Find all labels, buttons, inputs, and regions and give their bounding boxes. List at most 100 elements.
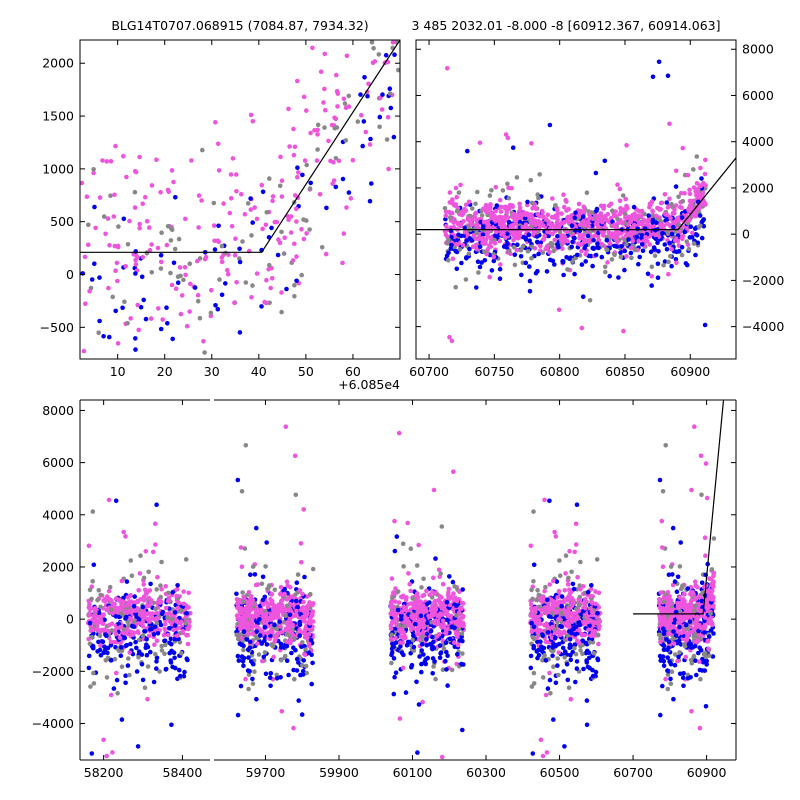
data-point [389, 652, 394, 658]
data-point [449, 242, 454, 248]
data-point [531, 681, 537, 686]
data-point [501, 222, 506, 228]
data-point [581, 666, 586, 672]
x-tick-label: 60900 [670, 364, 710, 379]
data-point [199, 198, 204, 203]
data-point [174, 633, 180, 639]
data-point [613, 235, 619, 241]
data-point [515, 242, 520, 247]
data-point [584, 698, 590, 703]
data-point [534, 605, 539, 611]
data-point [107, 334, 112, 340]
data-point [552, 203, 558, 208]
data-point [237, 259, 243, 265]
data-point [446, 237, 451, 243]
data-point [249, 653, 255, 658]
data-point [542, 233, 547, 239]
data-point [197, 315, 203, 321]
data-point [692, 226, 698, 231]
data-point [545, 597, 550, 602]
data-point [158, 583, 163, 588]
data-point [536, 195, 541, 201]
data-point [670, 582, 676, 588]
data-point [246, 686, 251, 692]
data-point [526, 232, 532, 237]
data-point [569, 619, 575, 624]
data-point [270, 606, 276, 611]
data-point [344, 53, 350, 59]
data-point [444, 649, 449, 655]
data-point [517, 201, 522, 207]
data-point [341, 96, 347, 102]
data-point [165, 615, 170, 620]
data-point [519, 272, 524, 278]
data-point [302, 574, 307, 580]
data-point [284, 286, 289, 292]
data-point [568, 696, 574, 702]
data-point [334, 72, 339, 78]
data-point [227, 210, 233, 216]
data-point [91, 170, 96, 176]
data-point [424, 588, 429, 594]
data-point [668, 216, 673, 221]
data-point [458, 182, 463, 188]
data-point [324, 205, 329, 211]
data-point [627, 220, 633, 225]
data-point [593, 669, 599, 675]
data-point [562, 219, 567, 225]
data-point [629, 255, 634, 261]
data-point [587, 298, 593, 303]
data-point [492, 217, 498, 222]
data-point [574, 659, 580, 664]
data-point [106, 588, 112, 594]
data-point [595, 234, 601, 239]
data-point [304, 108, 309, 113]
data-point [510, 145, 516, 150]
data-point [307, 616, 313, 622]
data-point [550, 602, 556, 607]
data-point [477, 264, 483, 270]
data-point [96, 610, 102, 615]
data-point [306, 632, 312, 637]
x-tick-label: 20 [157, 364, 173, 379]
data-point [134, 669, 140, 674]
data-point [556, 650, 561, 655]
data-point [673, 229, 678, 234]
data-point [177, 265, 183, 270]
data-point [453, 248, 459, 254]
x-tick-label: 60850 [605, 364, 645, 379]
data-point [662, 259, 668, 264]
data-point [246, 625, 251, 630]
data-point [580, 584, 586, 589]
data-point [140, 619, 146, 625]
data-point [101, 214, 107, 219]
data-point [676, 222, 681, 228]
data-point [89, 751, 95, 756]
data-point [667, 240, 672, 246]
data-point [219, 292, 225, 298]
data-point [125, 320, 130, 326]
data-point [559, 233, 565, 239]
x-tick-label: 60 [345, 364, 361, 379]
data-point [465, 148, 470, 154]
data-point [477, 140, 483, 146]
data-point [283, 626, 289, 632]
data-point [172, 655, 177, 661]
data-point [703, 553, 708, 558]
data-point [399, 650, 405, 656]
data-point [594, 206, 600, 212]
data-point [350, 157, 356, 163]
data-point [154, 616, 159, 621]
data-point [388, 626, 394, 631]
data-point [267, 176, 272, 181]
data-point [667, 121, 672, 127]
data-point [468, 220, 473, 225]
y-tick-label: 1500 [42, 109, 74, 124]
data-point [383, 53, 389, 58]
data-point [459, 260, 464, 266]
data-point [154, 638, 160, 644]
data-point [572, 549, 577, 555]
data-point [505, 215, 511, 220]
data-point [573, 651, 579, 657]
